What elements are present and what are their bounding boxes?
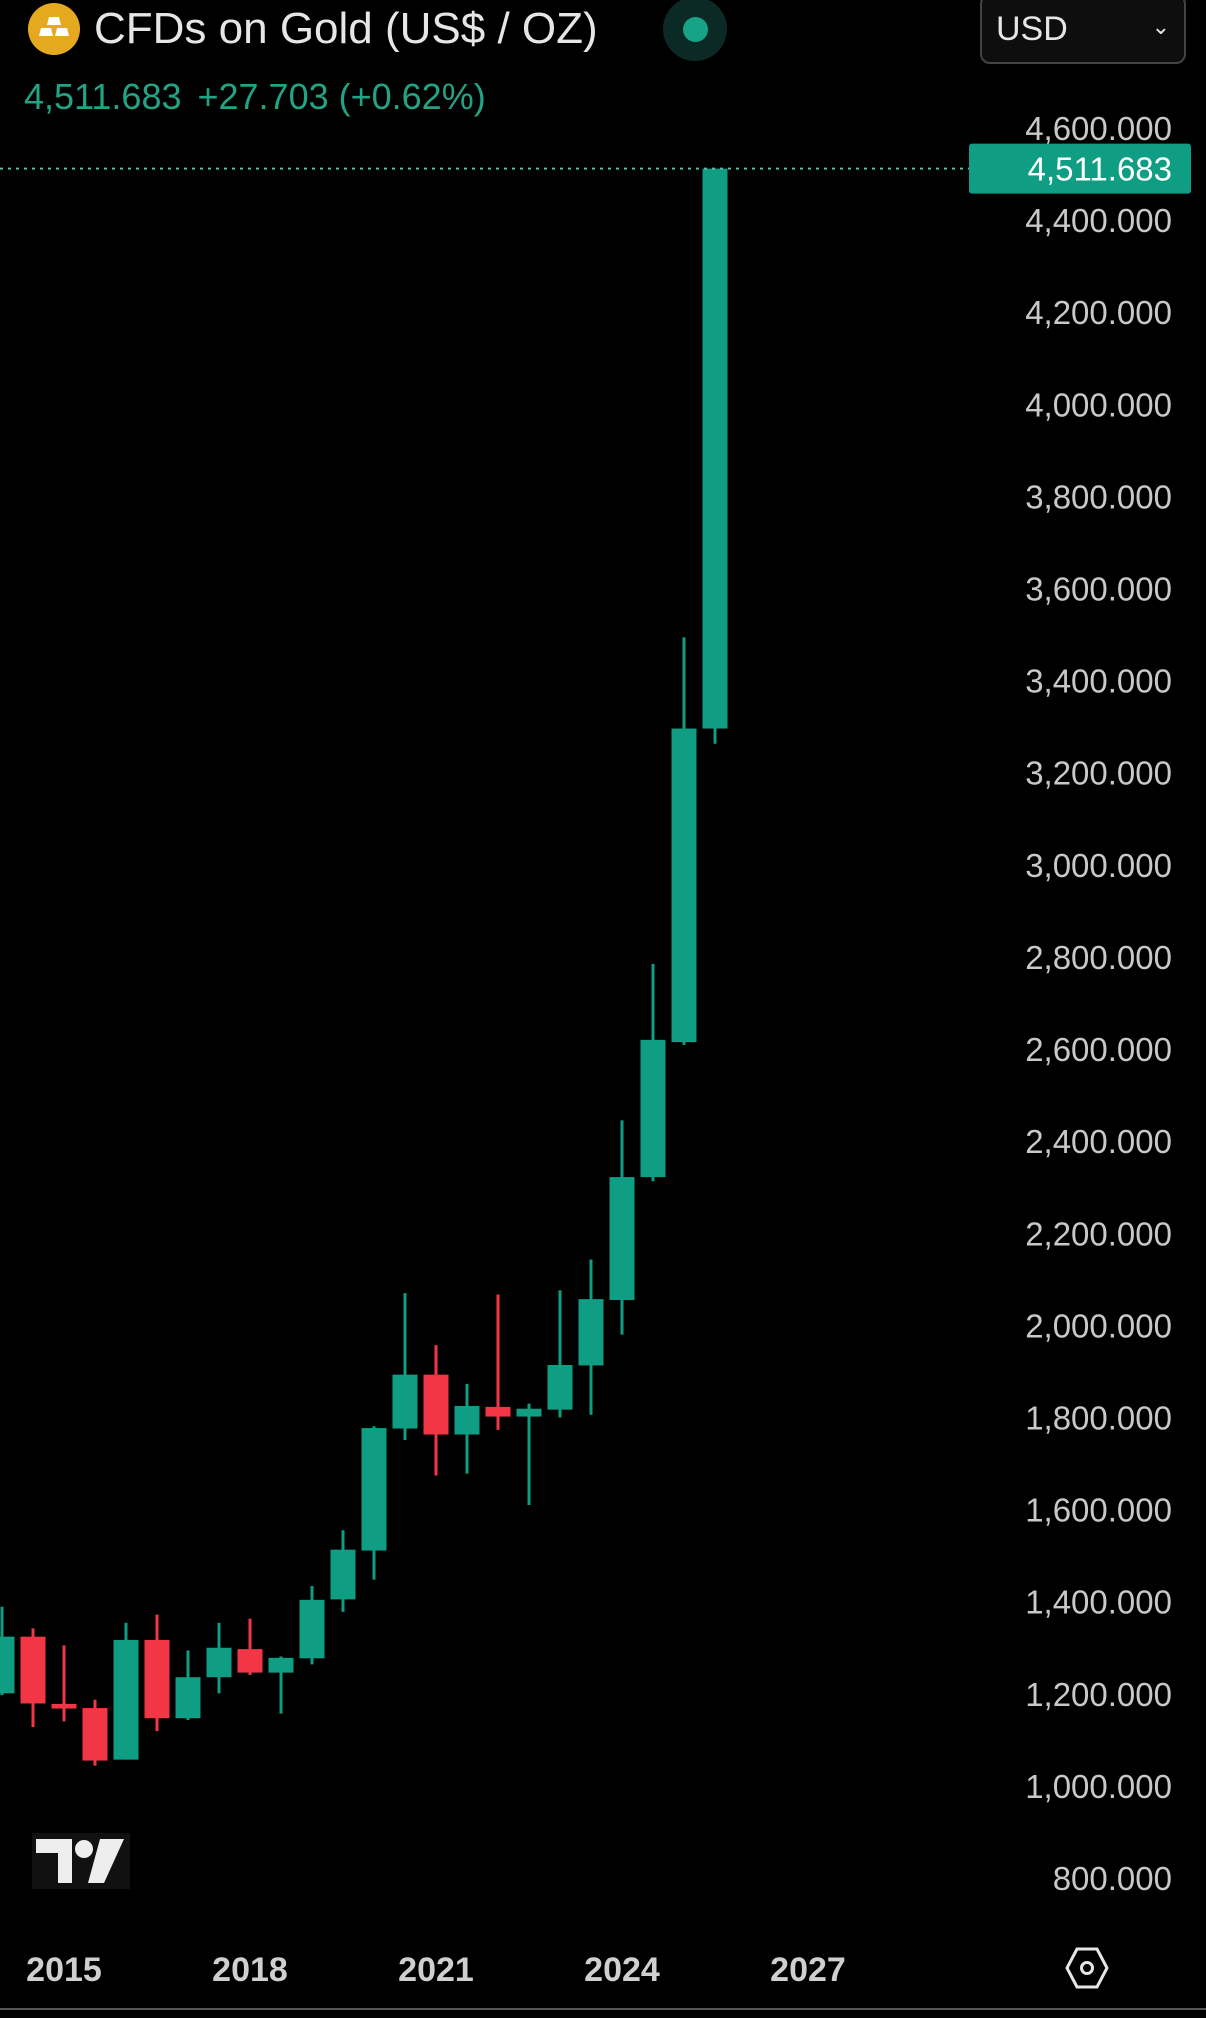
candle <box>361 1426 387 1580</box>
symbol-title[interactable]: CFDs on Gold (US$ / OZ) <box>94 4 598 53</box>
price-tick-label: 3,000.000 <box>1025 847 1172 884</box>
price-change: +27.703 <box>197 76 329 117</box>
candle-body <box>51 1703 77 1709</box>
candle <box>640 963 666 1182</box>
price-tick-label: 2,400.000 <box>1025 1123 1172 1160</box>
price-tick-label: 1,200.000 <box>1025 1676 1172 1713</box>
time-axis[interactable]: 2015 2018 2021 2024 2027 <box>26 1951 846 1989</box>
currency-value: USD <box>996 10 1068 48</box>
price-tick-label: 4,200.000 <box>1025 294 1172 331</box>
candle <box>454 1383 480 1474</box>
candle-body <box>20 1636 46 1704</box>
price-tick-label: 1,400.000 <box>1025 1584 1172 1621</box>
candle-body <box>423 1374 449 1435</box>
candle-body <box>609 1177 635 1301</box>
candle-body <box>392 1374 418 1429</box>
price-tick-label: 2,600.000 <box>1025 1031 1172 1068</box>
price-tick-label: 2,800.000 <box>1025 939 1172 976</box>
candle <box>51 1645 77 1722</box>
market-status-indicator <box>663 0 727 61</box>
price-tick-label: 3,200.000 <box>1025 755 1172 792</box>
candle-body <box>144 1639 170 1719</box>
candle-body <box>454 1405 480 1435</box>
candle-body <box>702 168 728 729</box>
candle <box>20 1628 46 1727</box>
currency-select[interactable]: USD ⌄ <box>980 0 1186 64</box>
time-tick-label: 2021 <box>398 1951 474 1989</box>
price-tick-label: 1,600.000 <box>1025 1492 1172 1529</box>
price-change-percent: (+0.62%) <box>338 76 486 117</box>
candle-body <box>485 1406 511 1417</box>
price-tick-label: 3,800.000 <box>1025 478 1172 515</box>
price-tick-label: 800.000 <box>1053 1860 1172 1897</box>
time-tick-label: 2018 <box>212 1951 288 1989</box>
price-tick-label: 4,000.000 <box>1025 386 1172 423</box>
candle <box>485 1294 511 1430</box>
candle-body <box>0 1636 15 1694</box>
candle-body <box>361 1428 387 1551</box>
price-tick-label: 1,000.000 <box>1025 1768 1172 1805</box>
time-tick-label: 2015 <box>26 1951 102 1989</box>
candle <box>392 1293 418 1441</box>
candle-body <box>671 728 697 1043</box>
candle <box>82 1699 108 1766</box>
candle <box>578 1259 604 1415</box>
gold-bars-icon <box>39 17 69 36</box>
time-tick-label: 2024 <box>584 1951 660 1989</box>
candle-body <box>175 1677 201 1719</box>
candle <box>175 1650 201 1721</box>
chevron-down-icon: ⌄ <box>1151 14 1170 39</box>
candles <box>0 168 728 1766</box>
candle <box>113 1622 139 1760</box>
candle-body <box>330 1549 356 1600</box>
tradingview-logo <box>32 1833 130 1889</box>
candle <box>609 1120 635 1335</box>
gold-symbol-icon <box>28 3 80 55</box>
candle-body <box>82 1708 108 1761</box>
last-price-tag-label: 4,511.683 <box>1028 151 1172 188</box>
candle <box>516 1403 542 1505</box>
price-tick-label: 4,400.000 <box>1025 202 1172 239</box>
price-tick-label: 3,600.000 <box>1025 571 1172 608</box>
candle <box>547 1290 573 1418</box>
candle <box>206 1622 232 1694</box>
candle <box>330 1530 356 1612</box>
price-tick-label: 3,400.000 <box>1025 663 1172 700</box>
price-tick-label: 2,200.000 <box>1025 1215 1172 1252</box>
candle <box>144 1614 170 1732</box>
candle <box>702 168 728 744</box>
candle-body <box>578 1299 604 1366</box>
candle-body <box>547 1364 573 1410</box>
candle <box>423 1345 449 1476</box>
candle <box>671 637 697 1045</box>
candle-body <box>206 1647 232 1678</box>
candle <box>237 1618 263 1675</box>
candle-body <box>237 1649 263 1673</box>
candle-body <box>268 1657 294 1673</box>
price-tick-label: 4,600.000 <box>1025 110 1172 147</box>
candle <box>268 1656 294 1714</box>
candle-body <box>640 1039 666 1178</box>
settings-icon[interactable] <box>1065 1947 1109 1989</box>
last-price: 4,511.683 <box>24 76 182 117</box>
quote-line: 4,511.683 +27.703 (+0.62%) <box>24 76 502 118</box>
candle-body <box>299 1599 325 1659</box>
candle <box>0 1606 15 1696</box>
candle-body <box>516 1408 542 1417</box>
candle-body <box>113 1639 139 1760</box>
last-price-tag: 4,511.683 <box>969 143 1191 194</box>
candle <box>299 1586 325 1665</box>
price-tick-label: 1,800.000 <box>1025 1399 1172 1436</box>
price-tick-label: 2,000.000 <box>1025 1307 1172 1344</box>
price-axis[interactable]: 4,600.000 4,400.000 4,200.000 4,000.000 3,80… <box>1025 110 1172 1897</box>
time-tick-label: 2027 <box>770 1951 846 1989</box>
